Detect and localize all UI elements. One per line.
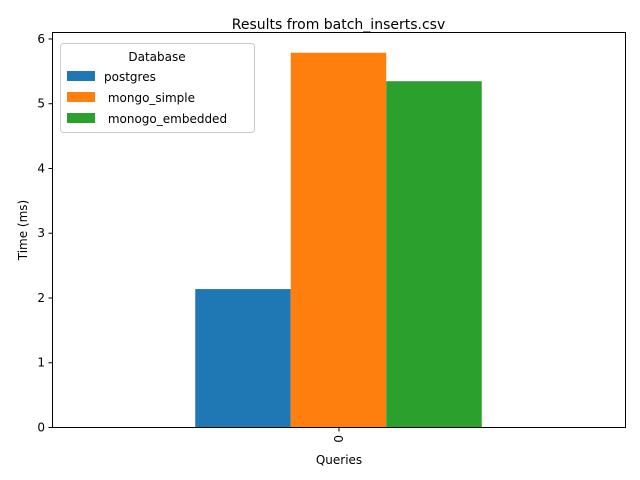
legend-title: Database <box>128 50 185 64</box>
y-axis-label: Time (ms) <box>16 200 30 262</box>
bar-monogo_embedded-0 <box>386 81 482 428</box>
bar-mongo_simple-0 <box>290 52 387 427</box>
y-tick-label-4: 4 <box>37 161 45 175</box>
y-tick-label-1: 1 <box>37 356 45 370</box>
y-tick-label-5: 5 <box>37 97 45 111</box>
y-tick-label-3: 3 <box>37 226 45 240</box>
legend-label-postgres: postgres <box>104 70 156 84</box>
legend-label-monogo_embedded: monogo_embedded <box>104 112 227 126</box>
legend: Database postgres mongo_simple monogo_em… <box>60 43 255 133</box>
y-tick-label-6: 6 <box>37 32 45 46</box>
y-tick-label-2: 2 <box>37 291 45 305</box>
x-tick-label-0: 0 <box>332 435 346 443</box>
chart-title: Results from batch_inserts.csv <box>232 17 446 33</box>
legend-box <box>60 43 255 133</box>
x-axis: 0 <box>332 427 346 443</box>
legend-swatch-postgres <box>67 71 95 81</box>
legend-swatch-monogo_embedded <box>67 113 95 123</box>
legend-entries: postgres mongo_simple monogo_embedded <box>67 70 227 126</box>
bar-postgres-0 <box>195 289 291 427</box>
legend-label-mongo_simple: mongo_simple <box>104 91 195 105</box>
y-tick-label-0: 0 <box>37 421 45 435</box>
x-axis-label: Queries <box>316 453 362 467</box>
legend-swatch-mongo_simple <box>67 92 95 102</box>
y-axis: 0 1 2 3 4 5 6 <box>37 32 53 435</box>
bars-group <box>195 52 482 428</box>
